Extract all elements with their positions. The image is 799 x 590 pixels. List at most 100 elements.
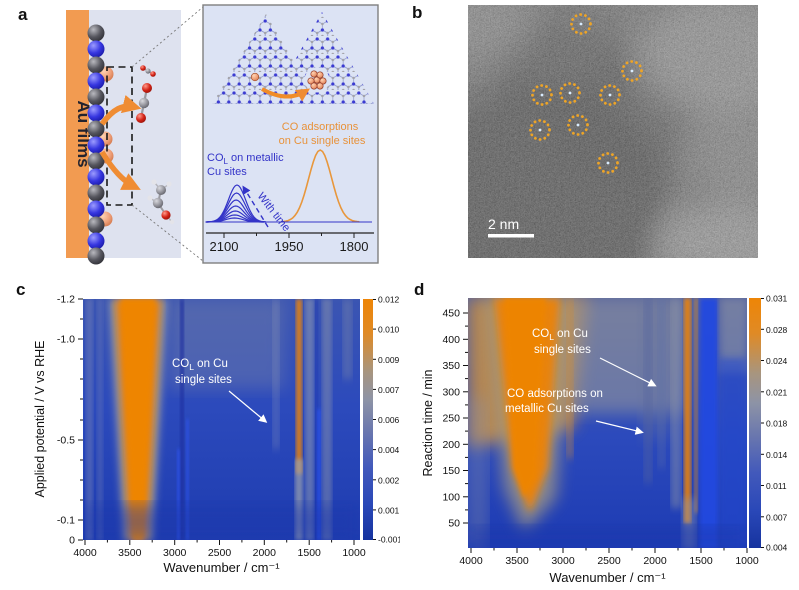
- colorbar-label: 0.031: [766, 294, 788, 304]
- inset-orange-note-line1: CO adsorptions: [282, 121, 359, 133]
- panel-d-annotation1-line1: COL on Cu: [532, 328, 588, 342]
- panel-d-colorbar-ticks: [761, 298, 764, 548]
- y-tick-label: 0: [69, 535, 75, 547]
- au-films-label: Au films: [74, 100, 93, 167]
- x-tick-label: 1000: [735, 555, 759, 567]
- single-atom-dots: [538, 22, 634, 165]
- panel-d-annotation2-line1: CO adsorptions on: [507, 388, 603, 400]
- co2-molecule: [136, 65, 156, 123]
- au-film-bar: [66, 10, 89, 258]
- colorbar-label: 0.011: [766, 481, 787, 491]
- scale-bar: [488, 234, 534, 238]
- panel-c-y-ticks: [78, 298, 83, 541]
- y-tick-label: 100: [442, 491, 460, 503]
- panel-b-label: b: [412, 3, 423, 22]
- electrode-atom-column: [87, 24, 105, 265]
- panel-d-heatmap: COL on Cu single sites CO adsorptions on…: [421, 294, 788, 586]
- panel-c-y-axis-title: Applied potential / V vs RHE: [33, 340, 47, 497]
- panel-d-y-ticks: [463, 312, 468, 524]
- colorbar-label: 0.007: [766, 512, 788, 522]
- x-tick-label: 2500: [597, 555, 621, 567]
- inset-x-tick-labels: 2100 1950 1800: [210, 239, 369, 254]
- single-site-markers: [529, 13, 643, 174]
- zoom-connector-bottom: [131, 204, 204, 262]
- colorbar-label: 0.028: [766, 325, 788, 335]
- x-tick-label: 3000: [551, 555, 575, 567]
- panel-c-x-tick-labels: 4000 3500 3000 2500 2000 1500 1000: [73, 547, 366, 559]
- panel-c-label: c: [16, 280, 26, 299]
- y-tick-label: 400: [442, 334, 460, 346]
- panel-d-x-tick-labels: 4000 3500 3000 2500 2000 1500 1000: [459, 555, 759, 567]
- y-tick-label: -0.1: [57, 515, 75, 527]
- y-tick-label: 50: [448, 518, 460, 530]
- inset-orange-note-line2: on Cu single sites: [279, 135, 366, 147]
- panel-d-colorbar-labels: 0.031 0.028 0.024 0.021 0.018 0.014 0.01…: [766, 294, 788, 553]
- panel-c-colorbar-labels: 0.012 0.010 0.009 0.007 0.006 0.004 0.00…: [378, 295, 400, 545]
- panel-d-annotation2-arrow-icon: [595, 420, 644, 435]
- panel-d-y-axis-title: Reaction time / min: [421, 369, 435, 476]
- cu-cluster: [307, 70, 327, 90]
- panel-a-label: a: [18, 5, 28, 24]
- co2-reaction-arrow-icon: [99, 94, 142, 126]
- zoom-connector-top: [131, 6, 204, 68]
- x-tick-label: 1500: [298, 547, 322, 559]
- colorbar-label: 0.001: [378, 505, 400, 515]
- x-tick-label: 3500: [505, 555, 529, 567]
- colorbar-label: 0.004: [766, 543, 788, 553]
- y-tick-label: 150: [442, 465, 460, 477]
- panel-d-y-tick-labels: 450 400 350 300 250 200 150 100 50: [442, 308, 460, 530]
- panel-d-annotation1-arrow-icon: [599, 357, 657, 387]
- panel-d-x-ticks: [470, 548, 748, 553]
- colorbar-label: 0.021: [766, 387, 788, 397]
- panel-d-x-axis-title: Wavenumber / cm⁻¹: [549, 570, 666, 585]
- panel-a-scheme: Au films: [66, 4, 379, 265]
- colorbar-label: 0.012: [378, 295, 400, 305]
- zoom-region-box: [106, 66, 133, 206]
- y-tick-label: 450: [442, 308, 460, 320]
- colorbar-label: 0.004: [378, 445, 400, 455]
- panel-c-colorbar-ticks: [373, 299, 376, 540]
- ethanol-reaction-arrow-icon: [99, 150, 141, 190]
- x-tick-label: 3000: [163, 547, 187, 559]
- y-tick-label: -0.5: [57, 435, 75, 447]
- y-tick-label: 200: [442, 439, 460, 451]
- x-tick-label: 1500: [689, 555, 713, 567]
- panel-c-annotation-arrow-icon: [228, 390, 268, 423]
- migration-arrow-icon: [261, 87, 311, 102]
- colorbar-label: 0.007: [378, 385, 400, 395]
- x-tick-label: 1000: [342, 547, 366, 559]
- heatmap-bands: [83, 299, 360, 540]
- panel-c-y-tick-labels: -1.2 -1.0 -0.5 -0.1 0: [57, 294, 75, 547]
- tem-noise-fine: [468, 5, 758, 258]
- panel-c-x-axis-title: Wavenumber / cm⁻¹: [163, 560, 280, 575]
- y-tick-label: 250: [442, 413, 460, 425]
- panel-c-colorbar: 0.012 0.010 0.009 0.007 0.006 0.004 0.00…: [363, 295, 400, 545]
- scale-bar-label: 2 nm: [488, 216, 519, 232]
- inset-blue-note-line1: COL on metallic: [207, 152, 284, 166]
- x-tick-label: 1950: [275, 239, 304, 254]
- panel-d-annotation1-line2: single sites: [534, 344, 591, 356]
- panel-d-annotation2-line2: metallic Cu sites: [505, 403, 589, 415]
- inset-blue-note-line2: Cu sites: [207, 166, 247, 178]
- x-tick-label: 2000: [643, 555, 667, 567]
- colorbar-label: 0.006: [378, 415, 400, 425]
- colorbar-label: 0.009: [378, 355, 400, 365]
- colorbar-label: 0.010: [378, 325, 400, 335]
- cu-single-atom: [250, 72, 260, 82]
- panel-b-tem-image: 2 nm: [468, 5, 758, 258]
- colorbar-label: 0.002: [378, 475, 400, 485]
- x-tick-label: 3500: [118, 547, 142, 559]
- y-tick-label: -1.0: [57, 334, 75, 346]
- x-tick-label: 2000: [253, 547, 277, 559]
- colorbar-label: 0.024: [766, 356, 788, 366]
- y-tick-label: -1.2: [57, 294, 75, 306]
- colorbar-label: 0.018: [766, 419, 788, 429]
- inset-x-axis: [206, 232, 374, 238]
- panel-d-colorbar: 0.031 0.028 0.024 0.021 0.018 0.014 0.01…: [749, 294, 788, 553]
- x-tick-label: 2100: [210, 239, 239, 254]
- panel-d-label: d: [414, 280, 425, 299]
- panel-c-heatmap: COL on Cu single sites 4000 3500 3000 25…: [33, 294, 400, 576]
- colorbar-label: 0.014: [766, 450, 788, 460]
- colorbar-label: -0.001: [378, 535, 400, 545]
